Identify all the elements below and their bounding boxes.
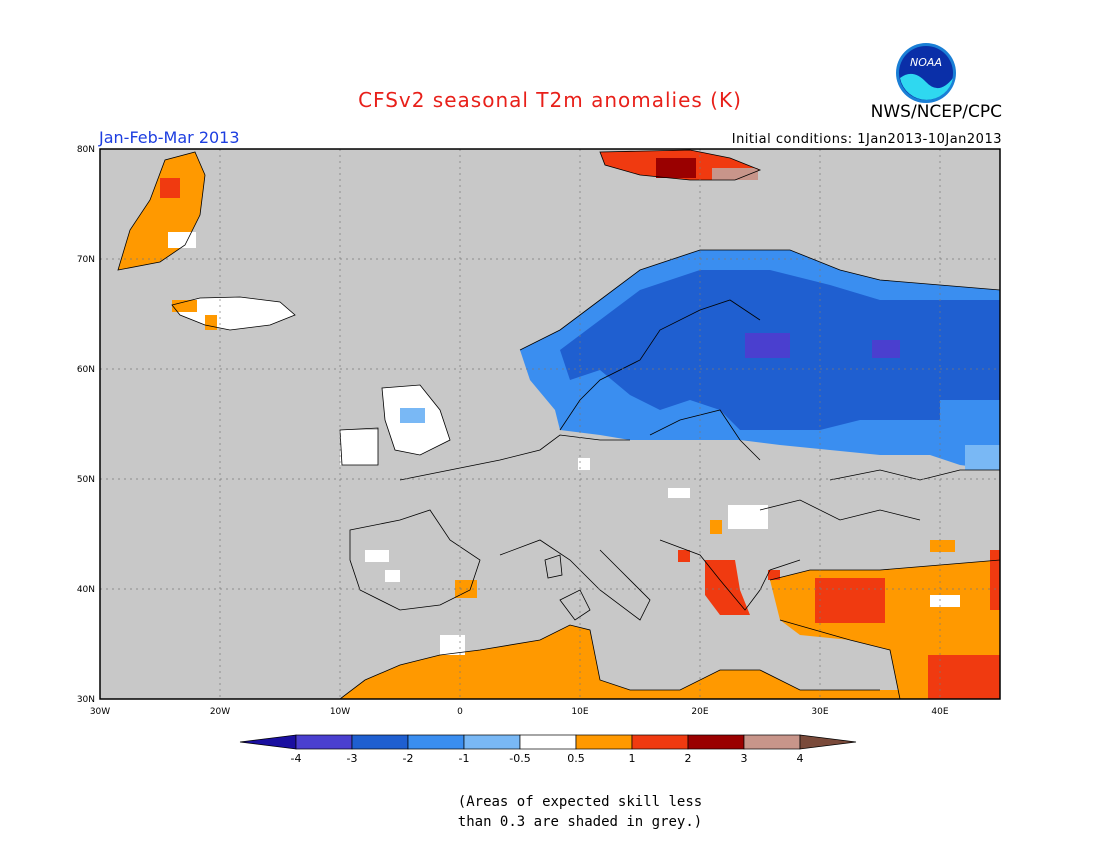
anomaly-shading: [118, 150, 1000, 699]
anomaly-region-germany-white: [578, 458, 590, 470]
agency-label: NWS/NCEP/CPC: [870, 102, 1002, 122]
anomaly-region-central-white: [668, 488, 690, 498]
lon-tick-label: 20E: [691, 707, 708, 717]
noaa-logo: NOAA: [895, 42, 957, 104]
anomaly-region-balkan-red: [678, 550, 690, 562]
chart-title: CFSv2 seasonal T2m anomalies (K): [358, 88, 742, 112]
lon-tick-label: 40E: [931, 707, 948, 717]
logo-text: NOAA: [910, 56, 942, 69]
lat-tick-label: 40N: [77, 585, 95, 595]
colorbar-segment: [351, 734, 409, 750]
colorbar-segment: [743, 734, 801, 750]
anomaly-region-cold-minus3: [745, 333, 790, 358]
anomaly-region-greece: [705, 560, 750, 615]
anomaly-region-iberia-white: [365, 550, 389, 562]
colorbar-label: 3: [741, 752, 748, 765]
lon-tick-label: 0: [457, 707, 463, 717]
lat-tick-label: 60N: [77, 365, 95, 375]
anomaly-region-greenland-white: [168, 232, 196, 248]
anomaly-region-iceland-orange: [172, 300, 197, 312]
colorbar-label: 0.5: [567, 752, 585, 765]
anomaly-region-balkan-orange: [710, 520, 722, 534]
anomaly-region-svalbard-tan: [712, 168, 758, 180]
anomaly-region-turkey-red: [815, 578, 885, 623]
anomaly-region-cold-minus3-east: [872, 340, 900, 358]
colorbar-segment: [295, 734, 353, 750]
lon-tick-label: 30E: [811, 707, 828, 717]
anomaly-region-iberia-white-2: [385, 570, 400, 582]
skill-note-line1: (Areas of expected skill less: [457, 794, 703, 810]
lat-tick-label: 70N: [77, 255, 95, 265]
colorbar-segment: [407, 734, 465, 750]
anomaly-region-greenland-red: [160, 178, 180, 198]
colorbar-arrow-low: [239, 734, 297, 750]
colorbar-segment: [687, 734, 745, 750]
lon-tick-label: 10E: [571, 707, 588, 717]
colorbar-label: -1: [459, 752, 470, 765]
anomaly-region-turkey-white: [930, 595, 960, 607]
lat-axis: 30N 40N 50N 60N 70N 80N: [77, 145, 95, 705]
lon-tick-label: 10W: [330, 707, 350, 717]
anomaly-region-caspian-red: [990, 550, 1000, 610]
lon-tick-label: 20W: [210, 707, 230, 717]
colorbar: -4 -3 -2 -1 -0.5 0.5 1 2 3 4: [239, 734, 857, 765]
colorbar-arrow-high: [799, 734, 857, 750]
colorbar-label: 1: [629, 752, 636, 765]
anomaly-region-svalbard-dark: [656, 158, 696, 178]
lat-tick-label: 30N: [77, 695, 95, 705]
colorbar-segment: [631, 734, 689, 750]
anomaly-region-mideast-red: [928, 655, 1000, 699]
colorbar-label: 2: [685, 752, 692, 765]
colorbar-segment: [575, 734, 633, 750]
lat-tick-label: 50N: [77, 475, 95, 485]
anomaly-region-iceland-orange-2: [205, 315, 217, 330]
forecast-period: Jan-Feb-Mar 2013: [99, 128, 240, 147]
colorbar-label: -3: [347, 752, 358, 765]
anomaly-region-caucasus-orange: [930, 540, 955, 552]
colorbar-segment: [519, 734, 577, 750]
colorbar-label: -0.5: [509, 752, 530, 765]
colorbar-segment: [463, 734, 521, 750]
skill-note: (Areas of expected skill less than 0.3 a…: [0, 792, 1100, 832]
initial-conditions: Initial conditions: 1Jan2013-10Jan2013: [731, 132, 1002, 147]
map-frame: [99, 148, 1001, 700]
anomaly-region-aegean-red: [768, 570, 780, 580]
lon-tick-label: 30W: [90, 707, 110, 717]
colorbar-label: -4: [291, 752, 302, 765]
anomaly-region-central-white-2: [728, 505, 768, 529]
gridlines: [100, 149, 1000, 699]
lon-axis: 30W 20W 10W 0 10E 20E 30E 40E: [90, 707, 949, 717]
anomaly-region-uk-blue: [400, 408, 425, 423]
colorbar-label: 4: [797, 752, 804, 765]
anomaly-region-north-africa: [340, 625, 1000, 699]
coastlines: [117, 149, 1000, 699]
anomaly-region-ireland-white: [340, 430, 378, 465]
anomaly-region-iceland: [172, 297, 295, 330]
anomaly-region-light-blue: [965, 445, 1000, 470]
colorbar-label: -2: [403, 752, 414, 765]
lat-tick-label: 80N: [77, 145, 95, 155]
skill-note-line2: than 0.3 are shaded in grey.): [457, 814, 703, 830]
anomaly-region-maghreb-white: [440, 635, 465, 655]
